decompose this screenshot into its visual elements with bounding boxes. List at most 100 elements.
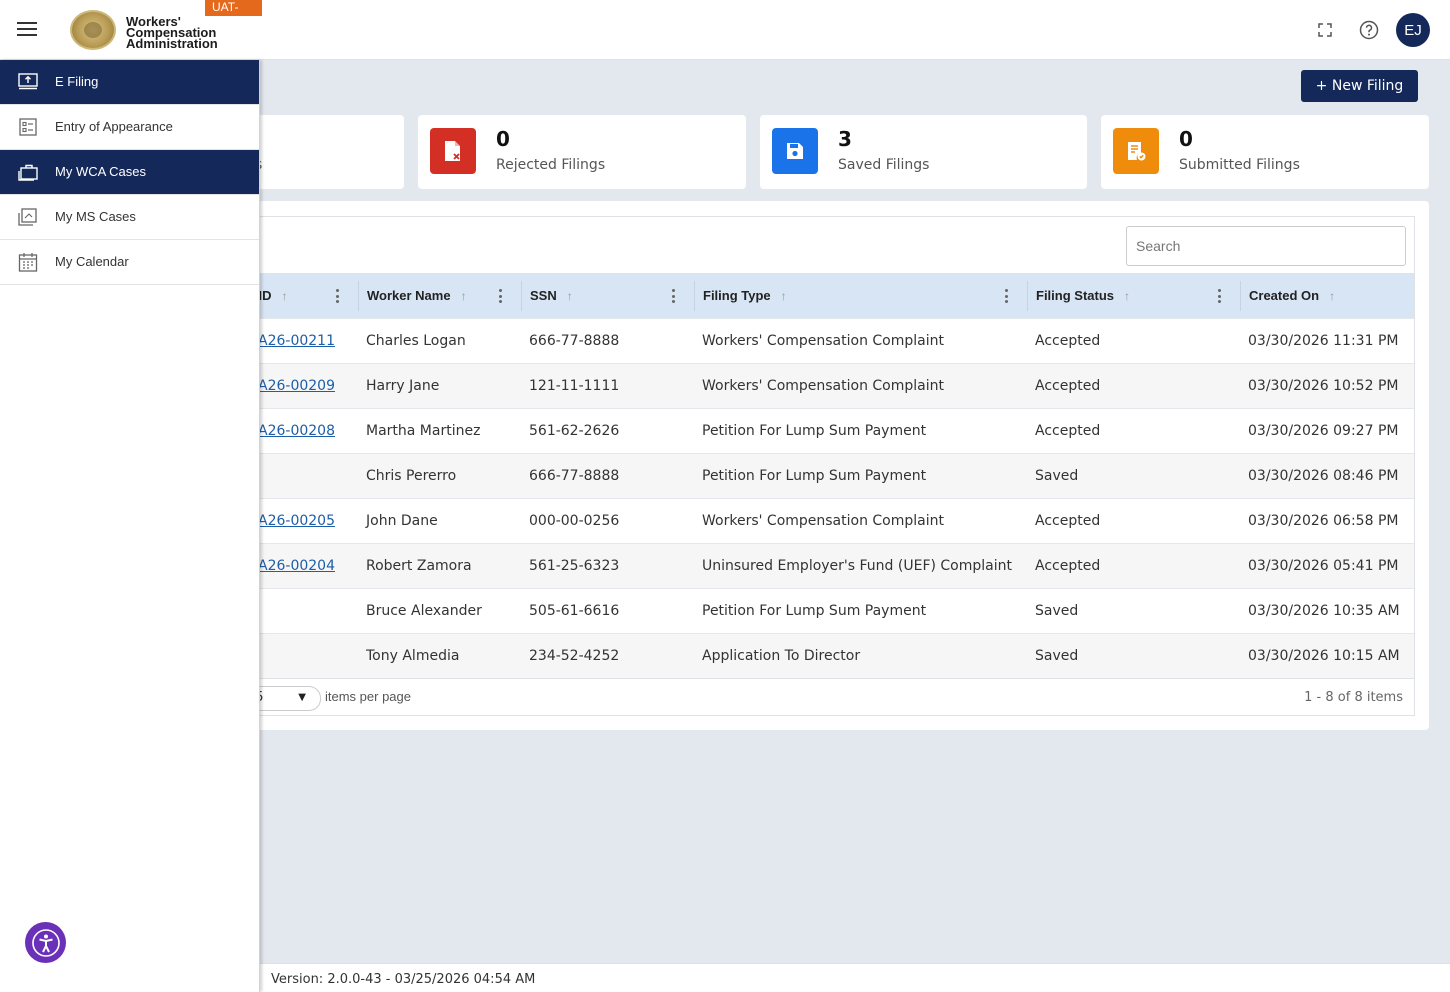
column-header-ssn[interactable]: SSN ↑ <box>530 288 573 303</box>
logo-text: Workers' Compensation Administration <box>126 14 218 51</box>
sidebar-item-e-filing[interactable]: E Filing <box>0 60 259 105</box>
sort-arrow-icon: ↑ <box>780 288 787 303</box>
table-row[interactable]: A26-00205 John Dane 000-00-0256 Workers'… <box>246 498 1414 543</box>
briefcase-stack-icon <box>17 162 39 182</box>
summary-card-submitted[interactable]: 0 Submitted Filings <box>1101 115 1429 189</box>
created-on-cell: 03/30/2026 05:41 PM <box>1248 558 1399 574</box>
case-id-link[interactable]: A26-00208 <box>258 423 335 439</box>
filing-type-cell: Petition For Lump Sum Payment <box>702 468 927 484</box>
table-row[interactable]: A26-00204 Robert Zamora 561-25-6323 Unin… <box>246 543 1414 588</box>
caret-down-icon: ▼ <box>298 692 306 703</box>
sort-arrow-icon: ↑ <box>1329 288 1336 303</box>
filing-type-cell: Petition For Lump Sum Payment <box>702 423 927 439</box>
created-on-cell: 03/30/2026 10:52 PM <box>1248 378 1399 394</box>
sort-arrow-icon: ↑ <box>1124 288 1130 303</box>
worker-name-cell: Charles Logan <box>366 333 466 349</box>
form-list-icon <box>17 117 39 137</box>
created-on-cell: 03/30/2026 09:27 PM <box>1248 423 1399 439</box>
submitted-doc-icon <box>1113 128 1159 174</box>
items-per-page-label: items per page <box>325 689 411 704</box>
created-on-cell: 03/30/2026 11:31 PM <box>1248 333 1399 349</box>
summary-card-accepted[interactable]: s <box>245 115 404 189</box>
case-id-link[interactable]: A26-00211 <box>258 333 335 349</box>
submitted-count: 0 <box>1179 127 1193 151</box>
worker-name-cell: Martha Martinez <box>366 423 481 439</box>
filing-type-cell: Petition For Lump Sum Payment <box>702 603 927 619</box>
column-divider[interactable] <box>1240 281 1241 311</box>
ssn-cell: 666-77-8888 <box>529 333 620 349</box>
table-row[interactable]: A26-00209 Harry Jane 121-11-1111 Workers… <box>246 363 1414 408</box>
filing-type-cell: Workers' Compensation Complaint <box>702 378 944 394</box>
created-on-cell: 03/30/2026 08:46 PM <box>1248 468 1399 484</box>
saved-label: Saved Filings <box>838 157 930 173</box>
ssn-cell: 561-25-6323 <box>529 558 620 574</box>
worker-name-cell: Robert Zamora <box>366 558 472 574</box>
help-icon[interactable] <box>1357 18 1381 42</box>
filing-status-cell: Accepted <box>1035 378 1101 394</box>
filing-status-cell: Saved <box>1035 648 1079 664</box>
calendar-icon <box>17 252 39 272</box>
table-row[interactable]: A26-00211 Charles Logan 666-77-8888 Work… <box>246 318 1414 363</box>
sidebar-item-my-wca-cases[interactable]: My WCA Cases <box>0 150 259 195</box>
app-logo[interactable]: Workers' Compensation Administration UAT… <box>70 0 263 58</box>
filing-status-cell: Accepted <box>1035 558 1101 574</box>
case-id-link[interactable]: A26-00205 <box>258 513 335 529</box>
search-input[interactable] <box>1126 226 1406 266</box>
ssn-cell: 000-00-0256 <box>529 513 620 529</box>
table-row[interactable]: Bruce Alexander 505-61-6616 Petition For… <box>246 588 1414 633</box>
column-divider[interactable] <box>694 281 695 311</box>
sidebar-item-label: Entry of Appearance <box>55 119 173 134</box>
sidebar-item-my-calendar[interactable]: My Calendar <box>0 240 259 285</box>
filing-status-cell: Accepted <box>1035 333 1101 349</box>
sidebar-item-label: My WCA Cases <box>55 164 147 179</box>
filing-type-cell: Workers' Compensation Complaint <box>702 513 944 529</box>
ssn-cell: 561-62-2626 <box>529 423 620 439</box>
filing-status-cell: Accepted <box>1035 513 1101 529</box>
table-row[interactable]: Chris Pererro 666-77-8888 Petition For L… <box>246 453 1414 498</box>
filing-type-cell: Uninsured Employer's Fund (UEF) Complain… <box>702 558 1012 574</box>
column-menu-icon[interactable] <box>667 287 679 305</box>
save-icon <box>772 128 818 174</box>
pager-info: 1 - 8 of 8 items <box>1304 690 1403 705</box>
sidebar-item-entry-of-appearance[interactable]: Entry of Appearance <box>0 105 259 150</box>
saved-count: 3 <box>838 127 852 151</box>
menu-toggle-icon[interactable] <box>15 18 39 42</box>
filing-status-cell: Saved <box>1035 603 1079 619</box>
filing-status-cell: Accepted <box>1035 423 1101 439</box>
table-row[interactable]: Tony Almedia 234-52-4252 Application To … <box>246 633 1414 678</box>
column-menu-icon[interactable] <box>1000 287 1012 305</box>
environment-badge: UAT-PUBLIC <box>205 0 263 28</box>
column-header-filing-status[interactable]: Filing Status ↑ <box>1036 288 1130 303</box>
accessibility-icon[interactable] <box>25 922 66 963</box>
column-header-worker-name[interactable]: Worker Name ↑ <box>367 288 467 303</box>
user-avatar[interactable]: EJ <box>1396 13 1430 47</box>
app-header: Workers' Compensation Administration UAT… <box>0 0 1450 60</box>
column-menu-icon[interactable] <box>494 287 506 305</box>
case-id-link[interactable]: A26-00204 <box>258 558 335 574</box>
ssn-cell: 505-61-6616 <box>529 603 620 619</box>
created-on-cell: 03/30/2026 10:15 AM <box>1248 648 1400 664</box>
column-header-filing-type[interactable]: Filing Type ↑ <box>703 288 787 303</box>
submitted-label: Submitted Filings <box>1179 157 1300 173</box>
created-on-cell: 03/30/2026 06:58 PM <box>1248 513 1399 529</box>
upload-monitor-icon <box>17 72 39 92</box>
folder-doc-icon <box>17 207 39 227</box>
rejected-file-icon <box>430 128 476 174</box>
sidebar-item-my-ms-cases[interactable]: My MS Cases <box>0 195 259 240</box>
column-divider[interactable] <box>521 281 522 311</box>
worker-name-cell: Bruce Alexander <box>366 603 482 619</box>
table-header: A ID↑ Worker Name↑ SSN↑ Filing Type↑ Fil… <box>246 273 1414 318</box>
case-id-link[interactable]: A26-00209 <box>258 378 335 394</box>
column-menu-icon[interactable] <box>331 287 343 305</box>
column-divider[interactable] <box>1027 281 1028 311</box>
fullscreen-icon[interactable] <box>1313 18 1337 42</box>
column-menu-icon[interactable] <box>1213 287 1225 305</box>
summary-card-saved[interactable]: 3 Saved Filings <box>760 115 1087 189</box>
column-header-created-on[interactable]: Created On ↑ <box>1249 288 1336 303</box>
column-divider[interactable] <box>358 281 359 311</box>
sidebar: E Filing Entry of Appearance My WCA Case… <box>0 60 260 992</box>
summary-card-rejected[interactable]: 0 Rejected Filings <box>418 115 746 189</box>
table-row[interactable]: A26-00208 Martha Martinez 561-62-2626 Pe… <box>246 408 1414 453</box>
new-filing-button[interactable]: + New Filing <box>1301 70 1418 102</box>
filing-status-cell: Saved <box>1035 468 1079 484</box>
